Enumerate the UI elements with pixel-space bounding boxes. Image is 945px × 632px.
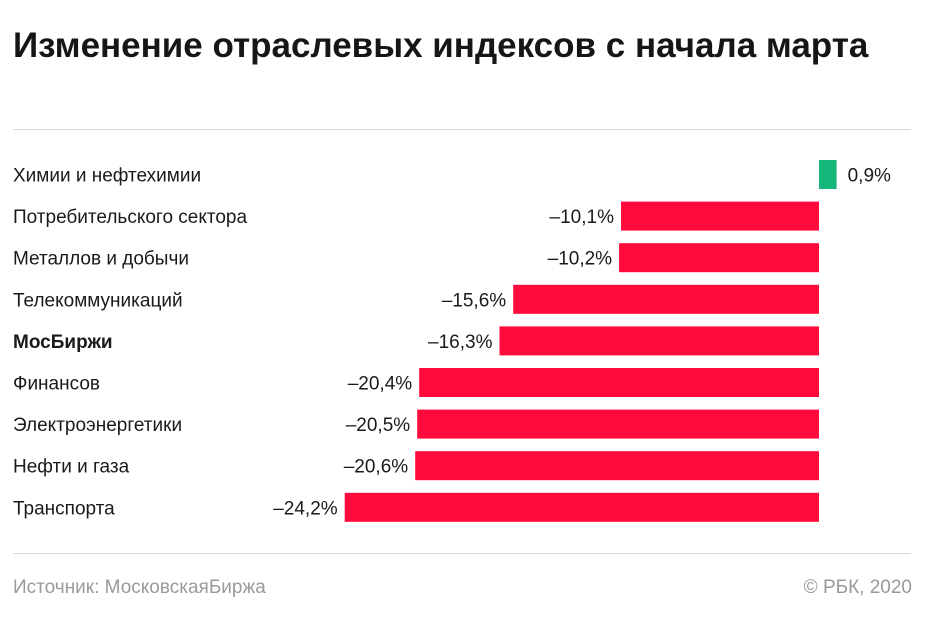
category-label: Нефти и газа — [13, 457, 130, 478]
category-label: МосБиржи — [13, 332, 113, 353]
bar-row: Транспорта –24,2% — [13, 492, 819, 522]
top-divider — [13, 129, 911, 130]
category-label: Транспорта — [13, 498, 115, 519]
bar-row: Потребительского сектора –10,1% — [13, 201, 819, 231]
bar — [513, 284, 819, 314]
bar — [621, 201, 819, 231]
bar-row: Металлов и добычи –10,2% — [13, 243, 819, 273]
value-label: –15,6% — [442, 290, 507, 311]
value-label: –20,6% — [344, 457, 409, 478]
value-label: –20,4% — [348, 374, 413, 395]
bottom-divider — [13, 553, 911, 554]
source-note: Источник: МосковскаяБиржа — [13, 577, 266, 598]
chart-title: Изменение отраслевых индексов с начала м… — [13, 26, 869, 65]
bar-row: Нефти и газа –20,6% — [13, 451, 819, 481]
bar — [419, 368, 819, 397]
bar-row: Химии и нефтехимии 0,9% — [13, 160, 891, 189]
bar — [417, 409, 819, 439]
copyright-note: © РБК, 2020 — [803, 577, 912, 598]
bar — [344, 492, 819, 522]
value-label: –10,2% — [548, 249, 613, 270]
bar-row: Финансов –20,4% — [13, 368, 819, 397]
bar-row: Электроэнергетики –20,5% — [13, 409, 819, 439]
category-label: Финансов — [13, 374, 100, 395]
value-label: –20,5% — [346, 415, 411, 436]
bar-row: Телекоммуникаций –15,6% — [13, 284, 819, 314]
bar-chart: Химии и нефтехимии 0,9% Потребительского с… — [13, 160, 891, 522]
bar — [619, 243, 819, 273]
value-label: –16,3% — [428, 332, 493, 353]
bar — [499, 326, 819, 356]
category-label: Химии и нефтехимии — [13, 166, 201, 187]
value-label: 0,9% — [848, 166, 891, 187]
value-label: –24,2% — [273, 498, 338, 519]
category-label: Электроэнергетики — [13, 415, 182, 436]
bar — [415, 451, 819, 481]
bar-row: МосБиржи –16,3% — [13, 326, 819, 356]
category-label: Потребительского сектора — [13, 207, 248, 228]
value-label: –10,1% — [550, 207, 615, 228]
category-label: Телекоммуникаций — [13, 290, 183, 311]
category-label: Металлов и добычи — [13, 249, 189, 270]
bar — [819, 160, 837, 189]
